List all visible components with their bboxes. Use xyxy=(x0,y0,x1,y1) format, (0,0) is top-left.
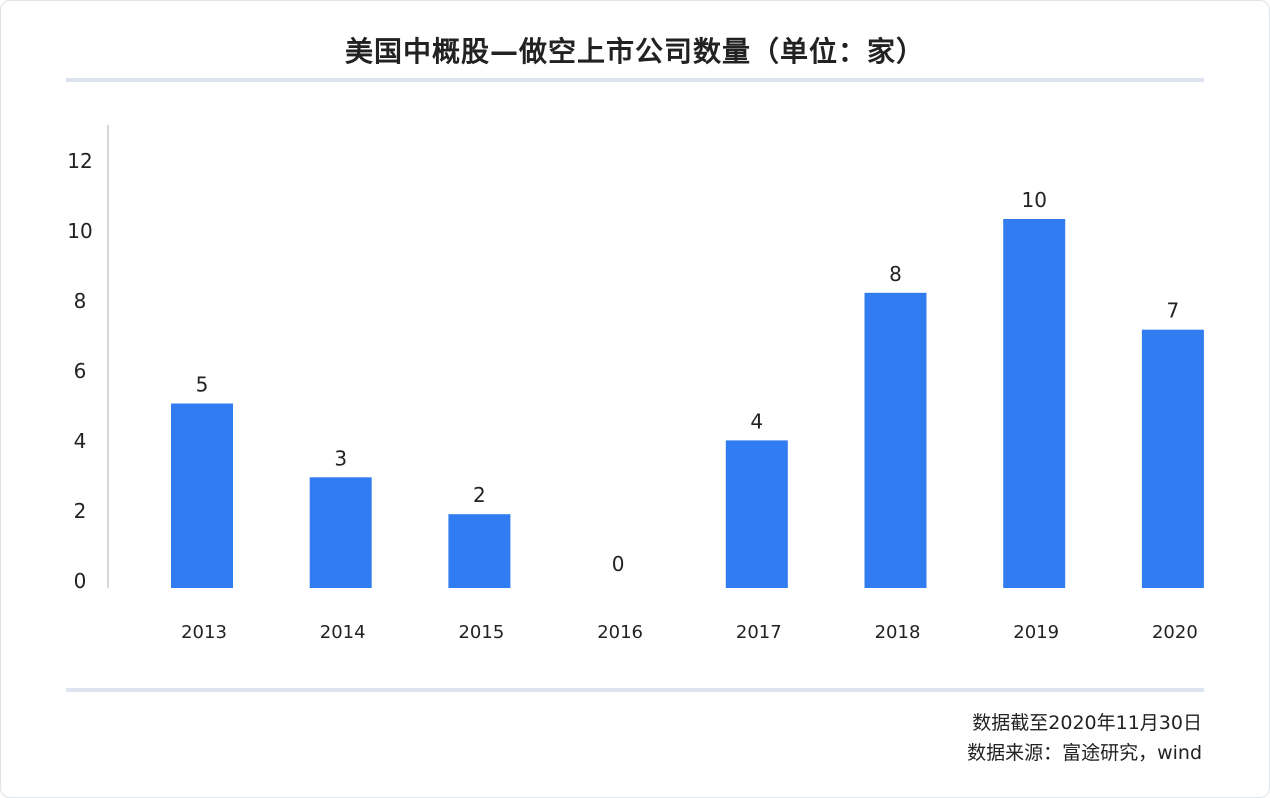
data-label: 7 xyxy=(1167,299,1180,323)
bar xyxy=(1003,219,1066,588)
data-label: 10 xyxy=(1021,188,1046,212)
data-label: 5 xyxy=(196,373,209,397)
data-label: 3 xyxy=(334,446,347,470)
bar xyxy=(309,477,372,588)
x-tick-label: 2015 xyxy=(458,622,504,643)
x-tick-label: 2019 xyxy=(1013,622,1059,643)
y-tick-label: 8 xyxy=(74,289,87,313)
data-label: 8 xyxy=(889,262,902,286)
bar xyxy=(171,403,233,588)
x-tick-label: 2020 xyxy=(1152,622,1198,643)
source-note: 数据来源：富途研究，wind xyxy=(967,742,1202,764)
y-tick-label: 6 xyxy=(74,359,87,383)
y-tick-label: 2 xyxy=(74,499,87,523)
y-tick-label: 4 xyxy=(74,429,87,453)
data-label: 2 xyxy=(473,483,486,507)
x-tick-label: 2018 xyxy=(875,622,921,643)
bar xyxy=(864,292,927,588)
bar xyxy=(448,514,511,588)
x-tick-label: 2014 xyxy=(320,622,366,643)
date-note: 数据截至2020年11月30日 xyxy=(972,712,1202,734)
x-tick-label: 2017 xyxy=(736,622,782,643)
x-tick-label: 2016 xyxy=(597,622,643,643)
data-label: 0 xyxy=(612,552,625,576)
title-divider xyxy=(66,78,1204,82)
footer-divider xyxy=(66,688,1204,692)
y-tick-label: 12 xyxy=(67,149,92,173)
data-label: 4 xyxy=(750,409,763,433)
bar xyxy=(1141,329,1204,588)
chart-title: 美国中概股—做空上市公司数量（单位：家） xyxy=(344,35,925,68)
y-tick-label: 0 xyxy=(74,569,87,593)
x-tick-label: 2013 xyxy=(181,622,227,643)
bar xyxy=(725,440,788,588)
y-tick-label: 10 xyxy=(67,219,92,243)
